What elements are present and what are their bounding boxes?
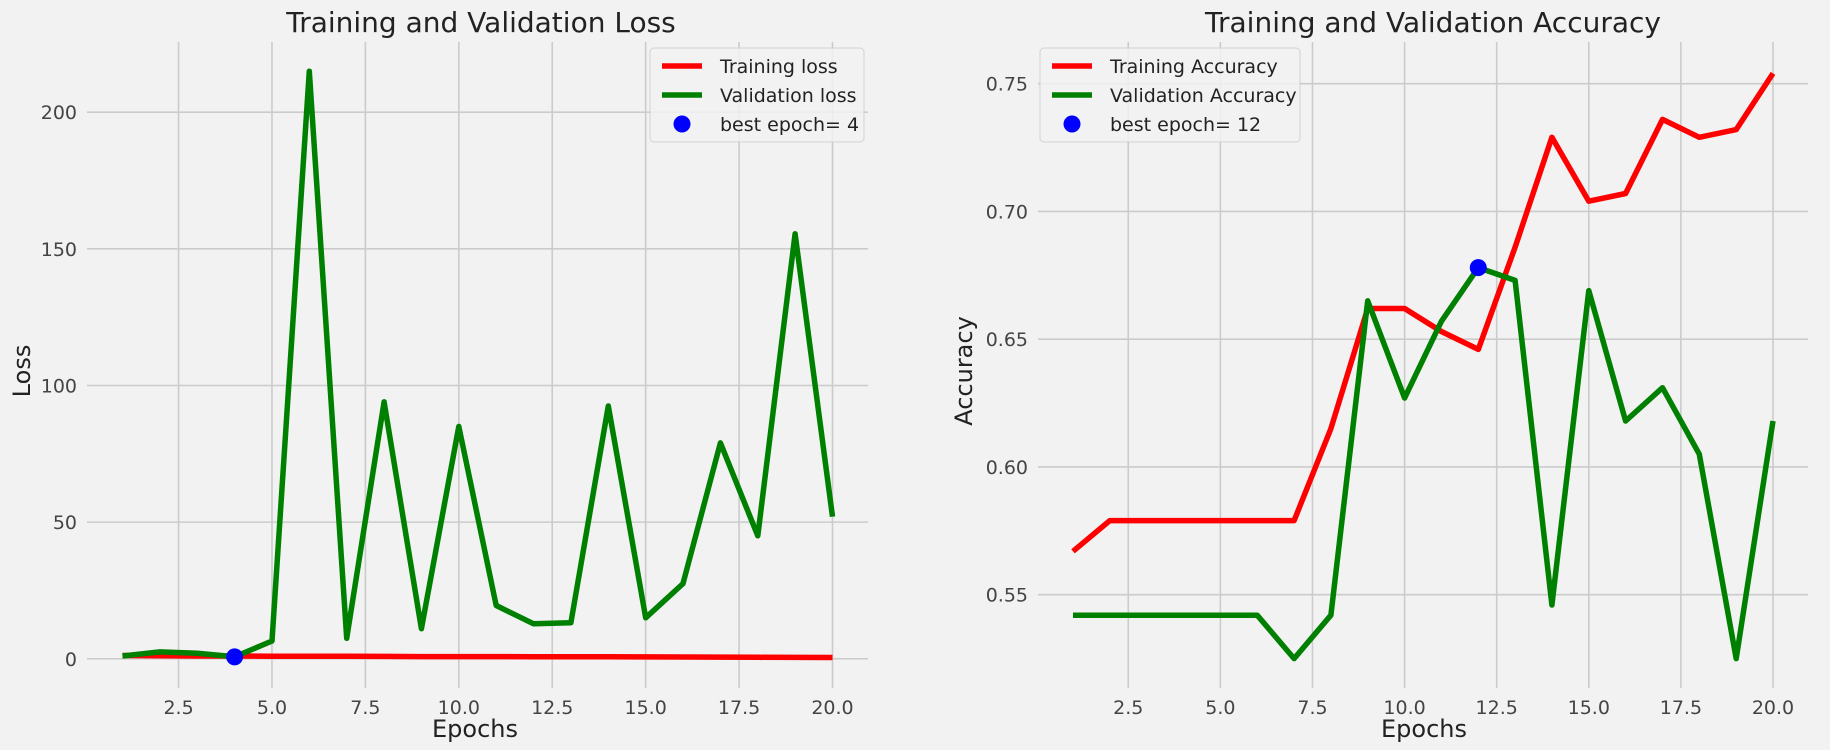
loss-y-tick-label: 200 — [41, 102, 77, 124]
accuracy-x-tick-label: 20.0 — [1752, 697, 1794, 719]
accuracy-x-tick-label: 15.0 — [1568, 697, 1610, 719]
loss-y-axis-label: Loss — [8, 345, 36, 398]
accuracy-best-epoch-marker — [1469, 259, 1487, 277]
accuracy-legend-frame — [1039, 47, 1301, 143]
accuracy-series-validation-line — [1073, 264, 1776, 662]
accuracy-x-tick-label: 10.0 — [1383, 697, 1425, 719]
accuracy-x-tick-label: 5.0 — [1205, 697, 1235, 719]
accuracy-legend-swatch — [1063, 115, 1081, 133]
accuracy-y-tick-label: 0.70 — [986, 201, 1028, 223]
accuracy-x-tick-label: 17.5 — [1660, 697, 1702, 719]
accuracy-y-tick-label: 0.60 — [986, 457, 1028, 479]
accuracy-y-axis-label: Accuracy — [950, 316, 978, 426]
accuracy-y-tick-label: 0.55 — [986, 585, 1028, 607]
loss-legend-label: Validation loss — [720, 85, 857, 107]
loss-legend: Training loss Validation loss best epoch= … — [649, 47, 865, 143]
loss-x-tick-label: 12.5 — [531, 697, 573, 719]
loss-x-tick-label: 2.5 — [163, 697, 193, 719]
loss-best-epoch-marker — [226, 648, 244, 666]
accuracy-x-axis-label: Epochs — [1381, 715, 1467, 743]
accuracy-y-tick-label: 0.75 — [986, 74, 1028, 96]
loss-legend-label: best epoch= 4 — [720, 114, 859, 136]
accuracy-y-tick-label: 0.65 — [986, 329, 1028, 351]
accuracy-legend-label: best epoch= 12 — [1110, 114, 1261, 136]
accuracy-x-tick-label: 7.5 — [1297, 697, 1327, 719]
loss-y-tick-label: 0 — [65, 649, 77, 671]
loss-chart: 2.5 5.0 7.5 10.0 12.5 15.0 17.5 20.0 0 50 100 150 20… — [8, 6, 868, 743]
loss-series-validation-line — [122, 68, 836, 660]
loss-x-tick-label: 20.0 — [811, 697, 853, 719]
loss-x-tick-label: 7.5 — [350, 697, 380, 719]
loss-x-axis-label: Epochs — [432, 715, 518, 743]
loss-legend-frame — [649, 47, 865, 143]
accuracy-legend-label: Training Accuracy — [1109, 56, 1278, 78]
loss-x-tick-label: 5.0 — [257, 697, 287, 719]
loss-y-tick-label: 150 — [41, 239, 77, 261]
loss-y-tick-label: 50 — [53, 512, 77, 534]
accuracy-x-tick-label: 2.5 — [1113, 697, 1143, 719]
loss-y-tick-label: 100 — [41, 375, 77, 397]
loss-x-tick-label: 15.0 — [625, 697, 667, 719]
accuracy-chart: 2.5 5.0 7.5 10.0 12.5 15.0 17.5 20.0 0.55 0.60 0.6… — [950, 6, 1808, 743]
loss-x-tick-label: 17.5 — [718, 697, 760, 719]
loss-x-tick-label: 10.0 — [438, 697, 480, 719]
loss-legend-label: Training loss — [719, 56, 838, 78]
accuracy-chart-title: Training and Validation Accuracy — [1204, 6, 1661, 39]
accuracy-legend: Training Accuracy Validation Accuracy best… — [1039, 47, 1301, 143]
accuracy-series-training-line — [1071, 71, 1776, 554]
accuracy-x-tick-label: 12.5 — [1476, 697, 1518, 719]
accuracy-legend-label: Validation Accuracy — [1110, 85, 1297, 107]
loss-legend-swatch — [673, 115, 691, 133]
loss-chart-title: Training and Validation Loss — [285, 6, 676, 39]
